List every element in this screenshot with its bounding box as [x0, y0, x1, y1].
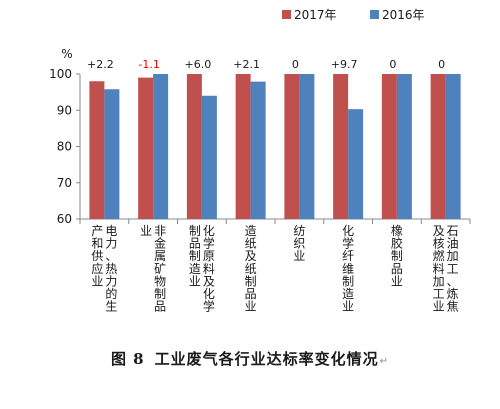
bar-series-2 — [201, 95, 217, 219]
category-label: 制品制造业 — [189, 224, 201, 288]
bar-series-2 — [153, 74, 169, 219]
bar-series-2 — [396, 74, 412, 219]
bar-series-2 — [445, 74, 461, 219]
bar-series-2 — [104, 89, 120, 219]
legend-swatch — [370, 10, 379, 19]
category-label: 橡胶制品业 — [391, 224, 403, 288]
caption-number: 图 8 — [110, 350, 145, 368]
category-label: 及核燃料加工业 — [433, 224, 445, 314]
category-label: 业 — [140, 224, 152, 238]
bar-series-2 — [348, 109, 364, 219]
change-label: 0 — [438, 58, 445, 71]
y-tick-label: 100 — [49, 67, 72, 81]
change-label: +2.1 — [233, 58, 260, 71]
bar-series-1 — [381, 74, 397, 219]
category-label: 非金属矿物制品 — [154, 224, 166, 314]
bar-series-2 — [299, 74, 315, 219]
y-tick-label: 60 — [57, 212, 72, 226]
legend-swatch — [282, 10, 291, 19]
caption-text: 工业废气各行业达标率变化情况 — [154, 350, 379, 368]
change-label: 0 — [389, 58, 396, 71]
bar-series-1 — [235, 74, 251, 219]
bar-series-1 — [333, 74, 349, 219]
change-label: +2.2 — [87, 58, 114, 71]
legend-label: 2017年 — [294, 8, 337, 22]
bar-series-1 — [284, 74, 300, 219]
y-tick-label: 70 — [57, 176, 72, 190]
bar-series-1 — [430, 74, 446, 219]
bar-series-2 — [250, 81, 266, 219]
bar-series-1 — [138, 77, 154, 219]
bar-series-1 — [186, 74, 202, 219]
legend-label: 2016年 — [382, 8, 425, 22]
change-label: -1.1 — [138, 58, 159, 71]
category-label: 石油加工、炼焦 — [447, 224, 459, 314]
category-label: 化学纤维制造业 — [342, 224, 354, 314]
y-unit-label: % — [61, 47, 72, 61]
change-label: 0 — [292, 58, 299, 71]
y-tick-label: 90 — [57, 103, 72, 117]
bar-chart: 60 70 80 90 100% +2.2 -1.1 +6.0 +2.1 0 +9.7 0 0 电力、热力… — [49, 8, 471, 314]
category-label: 化学原料及化学 — [203, 224, 215, 314]
change-label: +9.7 — [331, 58, 358, 71]
change-label: +6.0 — [185, 58, 212, 71]
category-label: 产和供应业 — [91, 224, 103, 288]
figure-caption: 图 8 工业废气各行业达标率变化情况↵ — [0, 348, 500, 369]
y-tick-label: 80 — [57, 140, 72, 154]
category-label: 电力、热力的生 — [105, 224, 117, 314]
category-label: 纺织业 — [293, 224, 305, 263]
bar-series-1 — [89, 81, 105, 219]
category-label: 造纸及纸制品业 — [245, 224, 257, 314]
paragraph-mark-icon: ↵ — [379, 356, 390, 367]
